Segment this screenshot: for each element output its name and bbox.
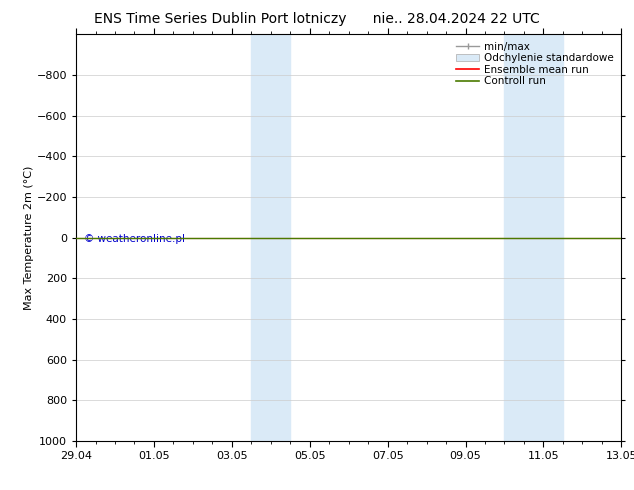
Text: ENS Time Series Dublin Port lotniczy      nie.. 28.04.2024 22 UTC: ENS Time Series Dublin Port lotniczy nie… [94,12,540,26]
Bar [505,34,563,441]
Text: © weatheronline.pl: © weatheronline.pl [84,234,185,244]
Y-axis label: Max Temperature 2m (°C): Max Temperature 2m (°C) [23,166,34,310]
Legend: min/max, Odchylenie standardowe, Ensemble mean run, Controll run: min/max, Odchylenie standardowe, Ensembl… [454,40,616,88]
Bar [251,34,290,441]
